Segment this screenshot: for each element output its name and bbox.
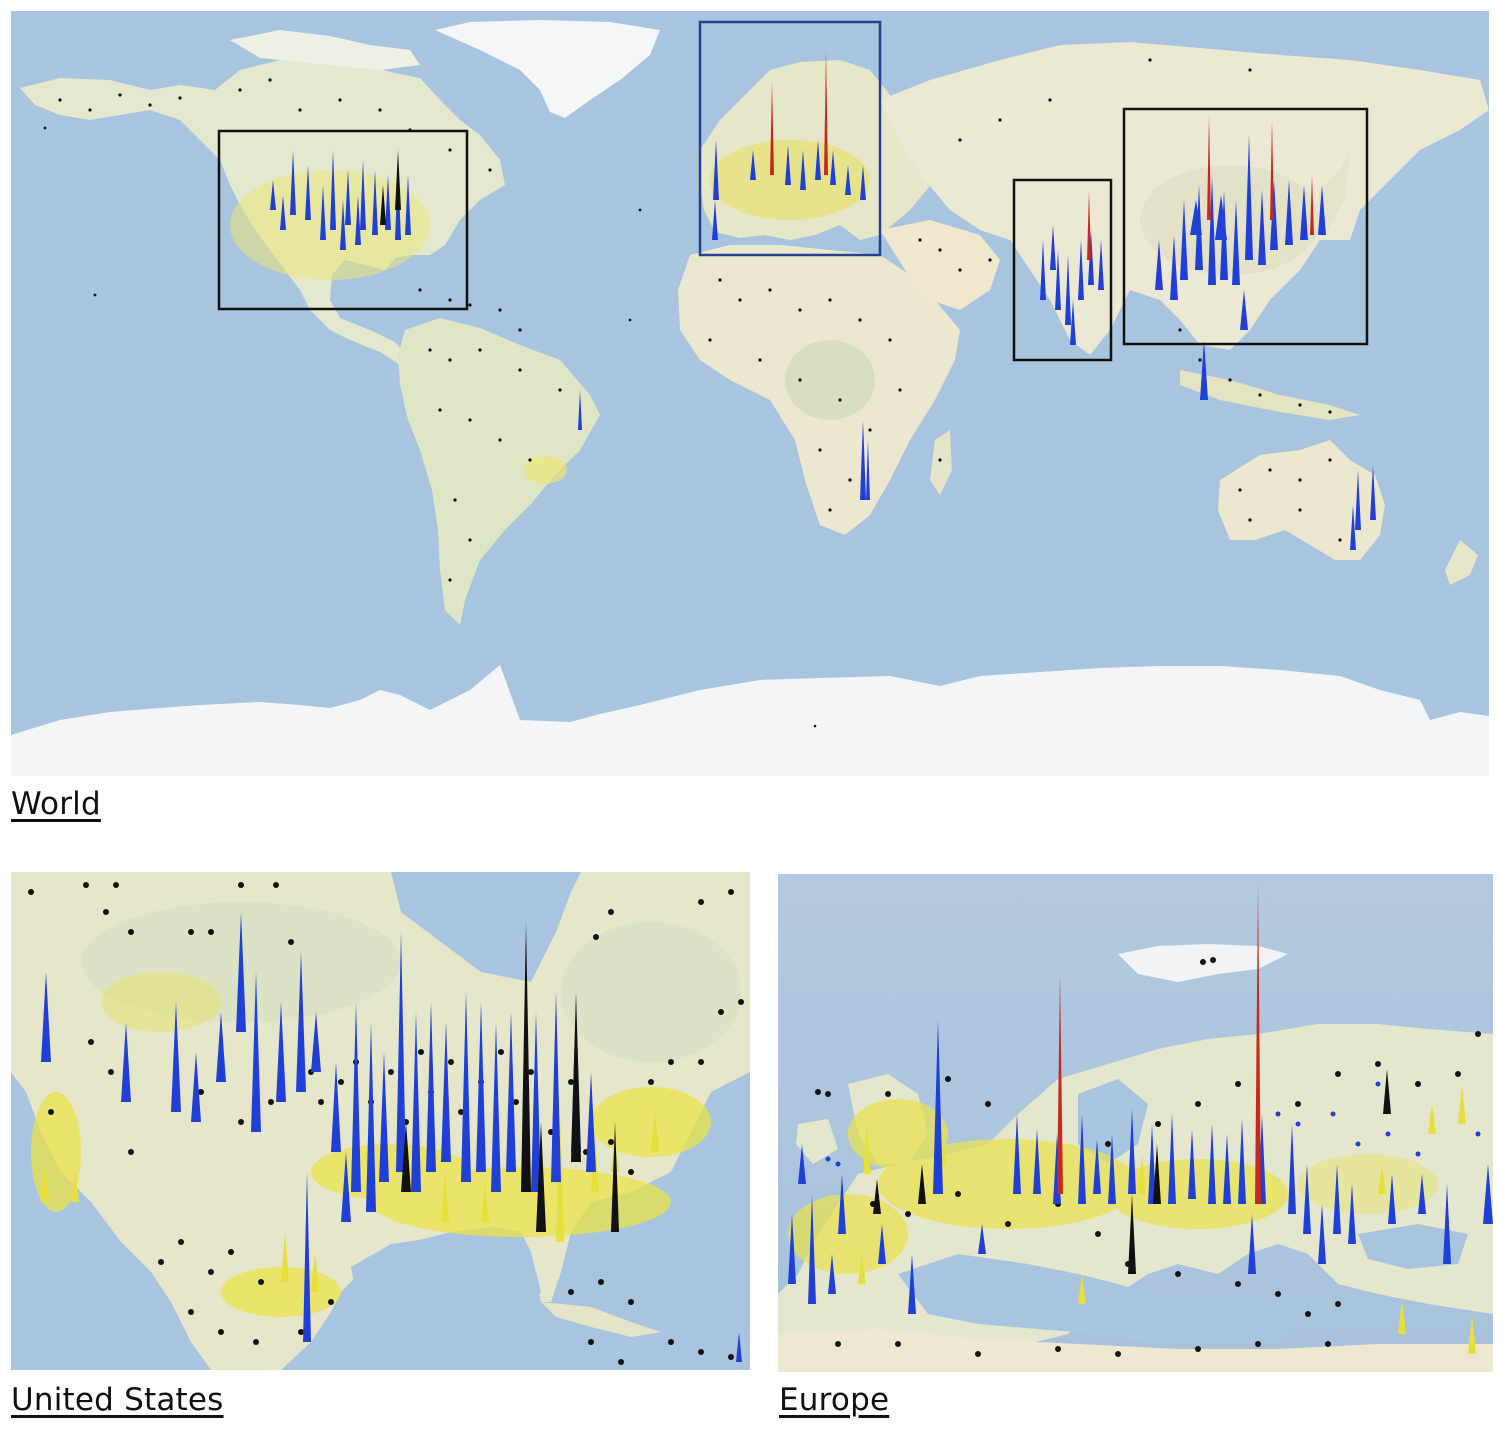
europe-map-graphic [778, 874, 1493, 1372]
india-box [1012, 178, 1113, 362]
us-map-graphic [11, 872, 750, 1370]
station-dots [43, 58, 1342, 728]
india-spikes [1040, 225, 1104, 345]
eu-spikes [712, 140, 866, 240]
united-states-map [11, 872, 750, 1370]
world-map [11, 11, 1489, 776]
east-asia-spikes [1155, 135, 1326, 400]
world-map-graphic [11, 11, 1489, 776]
red-spikes [1057, 884, 1261, 1204]
north-america-box [217, 129, 469, 311]
caption-world: World [11, 786, 101, 822]
caption-united-states: United States [11, 1382, 224, 1418]
antarctica-landmass [11, 665, 1489, 776]
europe-box [698, 20, 882, 257]
east-asia-box [1122, 107, 1369, 346]
caption-europe: Europe [779, 1382, 890, 1418]
europe-map [778, 874, 1493, 1372]
